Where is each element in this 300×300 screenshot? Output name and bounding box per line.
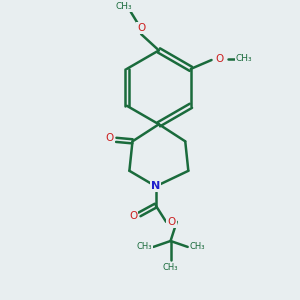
Text: N: N bbox=[151, 181, 160, 191]
Text: O: O bbox=[137, 22, 145, 33]
Text: CH₃: CH₃ bbox=[189, 242, 205, 251]
Text: CH₃: CH₃ bbox=[236, 54, 252, 63]
Text: CH₃: CH₃ bbox=[163, 263, 178, 272]
Text: O: O bbox=[106, 134, 114, 143]
Text: O: O bbox=[167, 217, 175, 227]
Text: O: O bbox=[129, 211, 137, 221]
Text: O: O bbox=[216, 53, 224, 64]
Text: CH₃: CH₃ bbox=[116, 2, 133, 11]
Text: CH₃: CH₃ bbox=[136, 242, 152, 251]
